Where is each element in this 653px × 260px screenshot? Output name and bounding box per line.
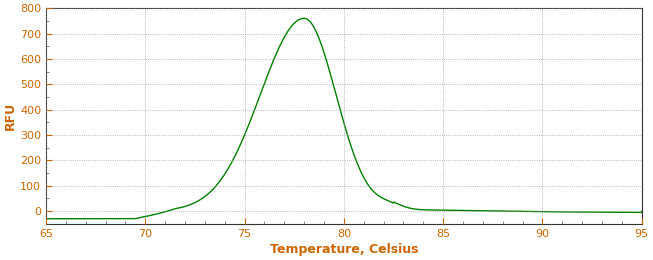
X-axis label: Temperature, Celsius: Temperature, Celsius bbox=[270, 243, 418, 256]
Y-axis label: RFU: RFU bbox=[4, 102, 17, 130]
